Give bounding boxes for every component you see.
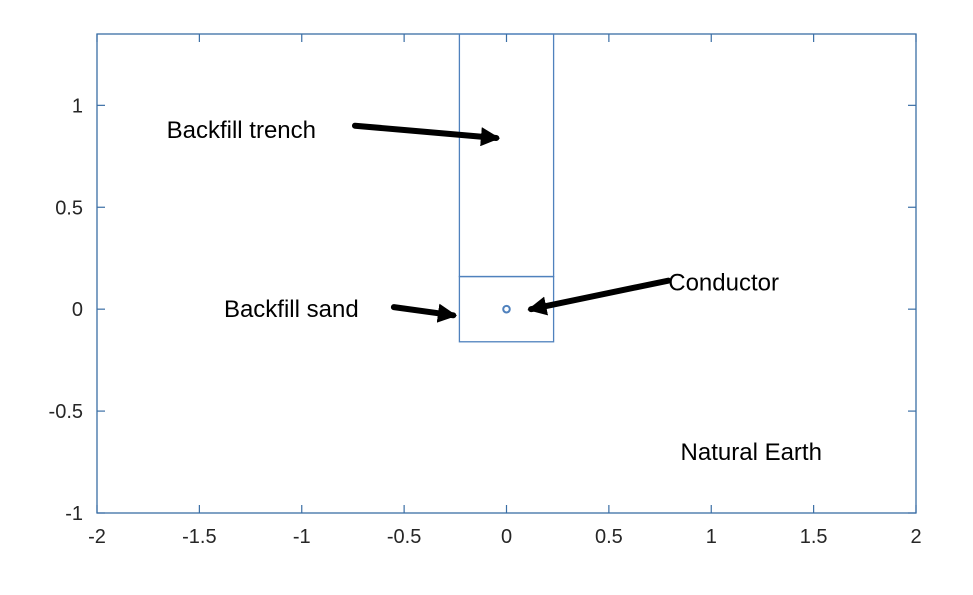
y-tick-label: 0.5	[55, 197, 83, 219]
conductor-label: Conductor	[668, 270, 779, 297]
x-tick-label: -1.5	[182, 526, 216, 548]
x-tick-label: 0.5	[595, 526, 623, 548]
x-tick-label: -2	[88, 526, 106, 548]
x-tick-label: 0	[501, 526, 512, 548]
y-tick-label: 1	[72, 95, 83, 117]
x-tick-label: 1.5	[800, 526, 828, 548]
ticks-layer: -2 -1.5 -1 -0.5 0 0.5 1 1.5 2 -1 -0.5 0 0.5 1	[49, 34, 922, 548]
x-tick-label: 2	[910, 526, 921, 548]
backfill-trench-region	[458, 33, 555, 278]
backfill-sand-label: Backfill sand	[224, 296, 359, 323]
regions-layer	[458, 33, 555, 343]
backfill-trench-arrow	[351, 122, 501, 147]
y-tick-label: -1	[65, 503, 83, 525]
y-tick-label: -0.5	[49, 401, 83, 423]
y-tick-label: 0	[72, 299, 83, 321]
x-tick-label: -1	[293, 526, 311, 548]
conductor-arrow	[527, 277, 672, 316]
natural-earth-label: Natural Earth	[681, 439, 822, 466]
x-tick-label: 1	[706, 526, 717, 548]
backfill-sand-arrow	[390, 303, 458, 323]
backfill-sand-region	[458, 275, 555, 343]
annotations-layer: Backfill trench Backfill sand Conductor Nat…	[167, 117, 822, 466]
conductor-circle	[502, 304, 511, 314]
backfill-trench-label: Backfill trench	[167, 117, 316, 144]
x-tick-label: -0.5	[387, 526, 421, 548]
